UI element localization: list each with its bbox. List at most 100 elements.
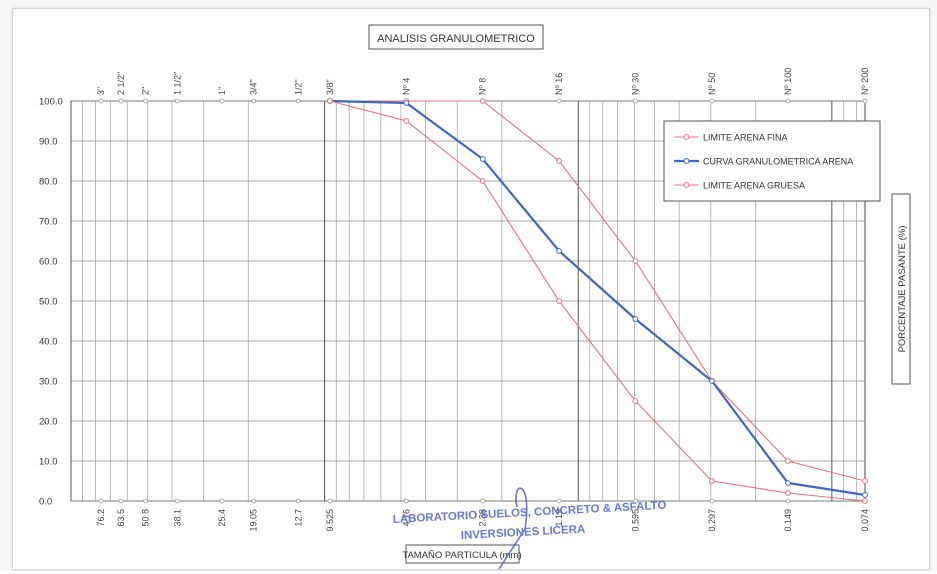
sieve-name-label: Nº 16 bbox=[554, 73, 564, 95]
sieve-bottom-marker bbox=[143, 498, 148, 504]
sieve-top-marker bbox=[143, 98, 148, 104]
sieve-bottom-marker bbox=[118, 498, 124, 504]
sieve-size-label: 0.595 bbox=[630, 509, 640, 532]
y-tick-label: 100.0 bbox=[39, 97, 63, 108]
sieve-top-marker bbox=[785, 98, 791, 104]
y-tick-label: 0.0 bbox=[39, 497, 52, 508]
sieve-name-label: 3/8" bbox=[325, 79, 335, 95]
series-point bbox=[709, 378, 715, 384]
series-point bbox=[556, 248, 562, 254]
sieve-top-marker bbox=[174, 98, 180, 104]
series-point bbox=[327, 98, 333, 104]
series-point bbox=[862, 498, 868, 504]
sieve-bottom-marker bbox=[709, 498, 715, 504]
signature-mark bbox=[498, 487, 528, 570]
sieve-top-marker bbox=[219, 98, 225, 104]
y-tick-label: 10.0 bbox=[39, 457, 58, 468]
y-tick-label: 70.0 bbox=[39, 217, 58, 228]
legend-label: LIMITE ARENA FINA bbox=[703, 133, 788, 143]
sieve-top-marker bbox=[862, 98, 868, 104]
sieve-size-label: 63.5 bbox=[116, 509, 126, 527]
sieve-bottom-marker bbox=[295, 498, 301, 504]
series-point bbox=[785, 490, 791, 496]
sieve-bottom-marker bbox=[403, 498, 409, 504]
sieve-bottom-marker bbox=[327, 498, 333, 504]
sieve-size-label: 0.149 bbox=[783, 509, 793, 532]
series-point bbox=[862, 478, 868, 484]
sieve-name-label: 2" bbox=[141, 87, 151, 95]
sieve-name-label: 2 1/2" bbox=[116, 72, 126, 95]
series-point bbox=[862, 492, 868, 498]
y-tick-label: 80.0 bbox=[39, 177, 58, 188]
stamp-line-1: LABORATORIO SUELOS, CONCRETO & ASFALTO bbox=[393, 500, 667, 526]
sieve-name-label: 1/2" bbox=[293, 79, 303, 95]
series-point bbox=[403, 100, 410, 106]
sieve-name-label: 3" bbox=[96, 87, 106, 95]
series-point bbox=[556, 158, 562, 164]
legend-entries: LIMITE ARENA FINA CURVA GRANULOMETRICA AR… bbox=[674, 133, 853, 191]
x-axis-label: TAMAÑO PARTICULA (mm) bbox=[402, 550, 521, 561]
sieve-size-label: 25.4 bbox=[217, 509, 227, 527]
sieve-bottom-marker bbox=[633, 498, 638, 504]
x-axis-label-box bbox=[405, 544, 520, 564]
sieve-name-label: 3/4" bbox=[249, 79, 259, 95]
sieve-size-label: 0.074 bbox=[860, 509, 870, 532]
chart-title: ANALISIS GRANULOMETRICO bbox=[377, 33, 535, 45]
series-point bbox=[785, 480, 791, 486]
sieve-top-marker bbox=[295, 98, 301, 104]
sieve-bottom-marker bbox=[556, 498, 562, 504]
sieve-bottom-marker bbox=[785, 498, 791, 504]
y-axis-label-box bbox=[891, 193, 911, 385]
sieve-top-marker bbox=[633, 98, 638, 104]
legend-label: LIMITE ARENA GRUESA bbox=[703, 181, 805, 191]
sieve-size-label: 12.7 bbox=[293, 509, 303, 527]
legend-label: CURVA GRANULOMETRICA ARENA bbox=[703, 157, 853, 167]
sieve-top-marker bbox=[98, 98, 104, 104]
y-tick-label: 20.0 bbox=[39, 417, 58, 428]
legend-box bbox=[663, 120, 881, 202]
series-point bbox=[479, 156, 486, 162]
series-line bbox=[330, 100, 866, 482]
sieve-name-label: Nº 100 bbox=[783, 68, 793, 95]
legend-marker bbox=[683, 182, 690, 188]
series-point bbox=[479, 98, 486, 104]
sieve-name-label: Nº 200 bbox=[860, 68, 870, 95]
series-point bbox=[632, 258, 639, 264]
series-point bbox=[785, 458, 791, 464]
granulometric-chart: ANALISIS GRANULOMETRICO TAMAÑO PARTICULA… bbox=[39, 24, 911, 570]
sieve-size-label: 76.2 bbox=[96, 509, 106, 527]
sieve-bottom-marker bbox=[219, 498, 225, 504]
x-axis-label-group: TAMAÑO PARTICULA (mm) bbox=[402, 544, 522, 564]
sieve-labels: 3" 76.2 2 1/2" 63.5 2" 50.8 1 1/2" 38.1 1" 25.4 3/… bbox=[96, 68, 870, 532]
y-tick-label: 40.0 bbox=[39, 337, 58, 348]
chart-title-box bbox=[368, 24, 544, 50]
y-tick-label: 60.0 bbox=[39, 257, 58, 268]
series-line bbox=[329, 100, 866, 502]
sieve-top-marker bbox=[556, 98, 562, 104]
series-point bbox=[556, 298, 562, 304]
sieve-bottom-marker bbox=[251, 498, 257, 504]
sieve-size-label: 0.297 bbox=[707, 509, 717, 532]
sieve-size-label: 2.38 bbox=[478, 509, 488, 527]
series-point bbox=[632, 398, 639, 404]
sieve-bottom-marker bbox=[98, 498, 104, 504]
y-axis-label: PORCENTAJE PASANTE (%) bbox=[897, 226, 908, 353]
sieve-name-label: 1 1/2" bbox=[172, 72, 182, 95]
series-point bbox=[709, 478, 715, 484]
sieve-top-marker bbox=[709, 98, 715, 104]
sieve-name-label: Nº 4 bbox=[401, 78, 411, 95]
y-tick-label: 30.0 bbox=[39, 377, 58, 388]
sieve-top-marker bbox=[118, 98, 124, 104]
sieve-size-label: 9.525 bbox=[325, 509, 335, 532]
legend-marker bbox=[683, 158, 690, 164]
series-layer bbox=[327, 98, 868, 504]
series-point bbox=[479, 178, 486, 184]
sieve-name-label: 1" bbox=[217, 87, 227, 95]
sieve-size-label: 50.8 bbox=[141, 509, 151, 527]
sieve-size-label: 4.76 bbox=[401, 509, 411, 527]
y-tick-label: 50.0 bbox=[39, 297, 58, 308]
sieve-bottom-marker bbox=[174, 498, 180, 504]
sieve-name-label: Nº 8 bbox=[478, 78, 488, 95]
y-axis-label-group: PORCENTAJE PASANTE (%) bbox=[891, 193, 911, 385]
